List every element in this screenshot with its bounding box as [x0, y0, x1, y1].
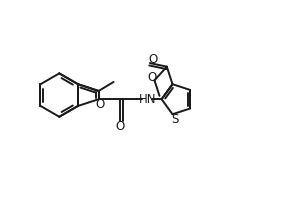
- Text: O: O: [147, 71, 156, 84]
- Text: O: O: [116, 120, 125, 133]
- Text: S: S: [171, 113, 178, 126]
- Text: O: O: [95, 98, 104, 111]
- Text: O: O: [148, 53, 158, 66]
- Text: HN: HN: [139, 93, 157, 106]
